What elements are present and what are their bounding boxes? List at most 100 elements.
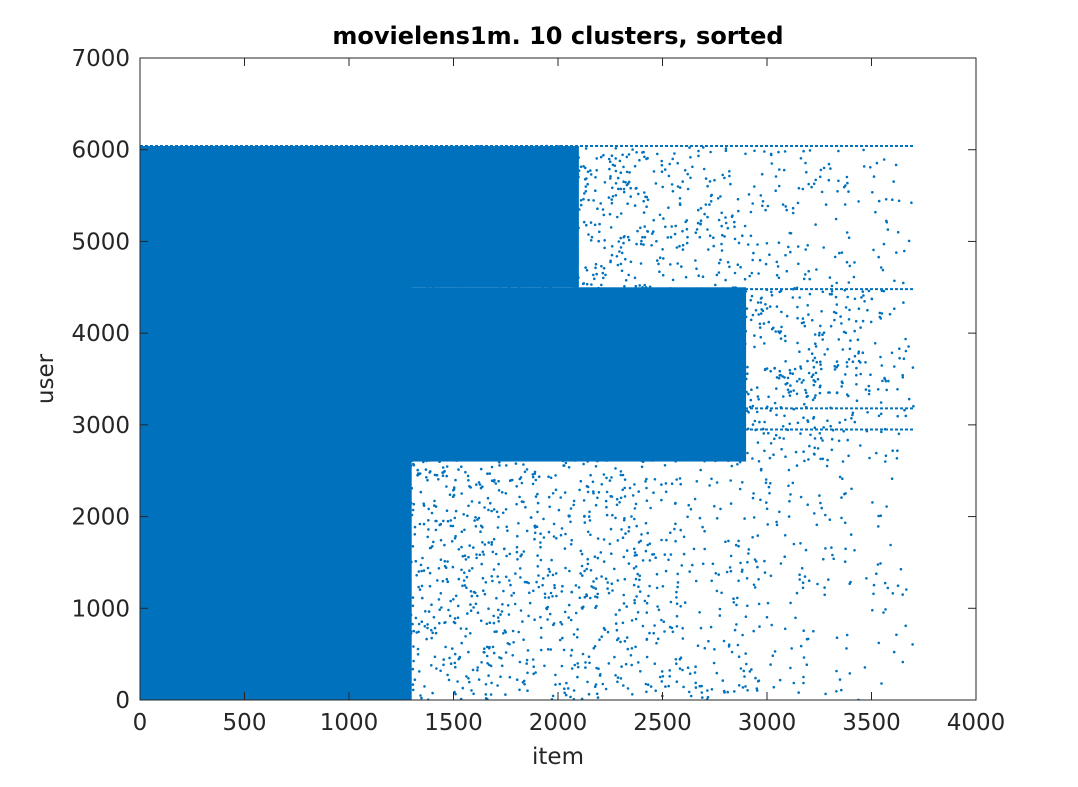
scatter-point bbox=[430, 511, 434, 515]
scatter-point bbox=[504, 651, 508, 654]
scatter-point bbox=[442, 409, 446, 412]
scatter-point bbox=[722, 457, 726, 461]
scatter-point bbox=[421, 281, 425, 285]
scatter-point bbox=[699, 207, 703, 210]
scatter-point bbox=[459, 627, 463, 630]
scatter-point bbox=[558, 682, 562, 686]
scatter-point bbox=[541, 220, 545, 224]
scatter-point bbox=[607, 662, 611, 665]
scatter-point bbox=[830, 284, 834, 288]
scatter-point bbox=[534, 478, 538, 482]
scatter-point bbox=[567, 603, 571, 607]
scatter-point bbox=[911, 643, 914, 646]
scatter-point bbox=[460, 342, 464, 346]
scatter-point bbox=[492, 359, 495, 363]
scatter-point bbox=[635, 186, 638, 190]
scatter-point bbox=[514, 202, 517, 206]
scatter-point bbox=[438, 247, 442, 250]
scatter-point bbox=[678, 477, 682, 480]
scatter-point bbox=[608, 395, 612, 399]
scatter-point bbox=[735, 320, 739, 324]
scatter-point bbox=[504, 575, 508, 579]
scatter-point bbox=[682, 427, 686, 431]
scatter-point bbox=[444, 219, 448, 222]
scatter-point bbox=[540, 253, 544, 256]
scatter-point bbox=[409, 630, 413, 633]
scatter-point bbox=[687, 503, 690, 507]
scatter-point bbox=[461, 444, 464, 448]
scatter-point bbox=[539, 615, 542, 619]
scatter-point bbox=[497, 313, 501, 317]
scatter-point bbox=[733, 271, 737, 275]
scatter-point bbox=[403, 337, 407, 341]
scatter-point bbox=[547, 158, 550, 162]
scatter-point bbox=[716, 439, 720, 443]
scatter-point bbox=[461, 555, 465, 558]
scatter-point bbox=[551, 221, 555, 225]
scatter-point bbox=[548, 505, 551, 509]
scatter-point bbox=[578, 596, 582, 600]
scatter-point bbox=[605, 490, 609, 494]
scatter-point bbox=[671, 394, 674, 397]
scatter-point bbox=[457, 294, 461, 297]
scatter-point bbox=[629, 458, 633, 461]
scatter-point bbox=[463, 348, 466, 351]
scatter-point bbox=[718, 614, 722, 617]
scatter-point bbox=[560, 208, 564, 212]
scatter-point bbox=[506, 412, 510, 416]
scatter-point bbox=[775, 305, 779, 308]
scatter-point bbox=[624, 662, 628, 666]
scatter-point bbox=[430, 445, 433, 448]
scatter-point bbox=[421, 180, 425, 184]
scatter-point bbox=[514, 429, 518, 433]
scatter-point bbox=[401, 297, 405, 300]
scatter-point bbox=[690, 373, 693, 376]
scatter-point bbox=[500, 664, 504, 668]
scatter-point bbox=[487, 381, 491, 384]
scatter-point bbox=[784, 455, 787, 459]
scatter-point bbox=[597, 491, 601, 494]
scatter-point bbox=[730, 464, 734, 468]
scatter-point bbox=[456, 390, 460, 393]
scatter-point bbox=[569, 618, 573, 622]
scatter-point bbox=[904, 414, 908, 418]
scatter-point bbox=[739, 561, 742, 565]
scatter-point bbox=[726, 393, 730, 397]
scatter-point bbox=[404, 452, 407, 455]
scatter-point bbox=[518, 206, 522, 209]
scatter-point bbox=[500, 198, 503, 202]
scatter-point bbox=[426, 349, 429, 353]
scatter-point bbox=[491, 224, 494, 227]
scatter-point bbox=[469, 632, 472, 635]
scatter-point bbox=[727, 347, 730, 350]
scatter-point bbox=[620, 528, 623, 531]
scatter-point bbox=[779, 289, 783, 293]
scatter-point bbox=[571, 300, 574, 303]
scatter-point bbox=[605, 459, 608, 462]
scatter-point bbox=[537, 475, 541, 479]
scatter-point bbox=[511, 300, 515, 303]
scatter-point bbox=[448, 272, 451, 275]
scatter-point bbox=[867, 384, 871, 388]
scatter-point bbox=[442, 663, 445, 667]
scatter-point bbox=[427, 507, 431, 511]
scatter-point bbox=[524, 505, 527, 509]
scatter-point bbox=[508, 642, 511, 646]
scatter-point bbox=[419, 245, 422, 248]
scatter-point bbox=[602, 266, 606, 270]
scatter-point bbox=[842, 330, 846, 334]
scatter-point bbox=[534, 261, 537, 265]
scatter-point bbox=[640, 437, 644, 441]
scatter-point bbox=[736, 356, 740, 359]
scatter-point bbox=[397, 329, 400, 333]
scatter-point bbox=[489, 244, 492, 247]
scatter-point bbox=[391, 413, 395, 416]
scatter-point bbox=[420, 620, 424, 623]
scatter-point bbox=[703, 364, 707, 367]
scatter-point bbox=[416, 416, 420, 420]
scatter-point bbox=[547, 319, 550, 323]
scatter-point bbox=[396, 500, 400, 503]
scatter-point bbox=[431, 160, 435, 164]
scatter-point bbox=[536, 554, 539, 557]
scatter-point bbox=[702, 311, 706, 315]
